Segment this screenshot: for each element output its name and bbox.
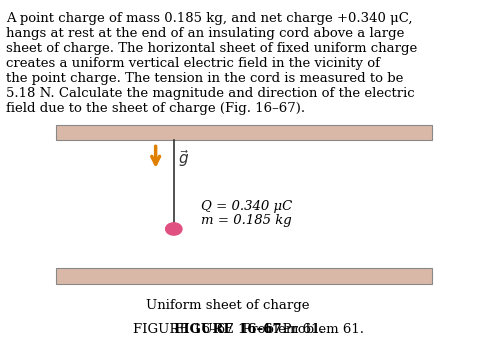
Text: FIGURE 16–67: FIGURE 16–67 (174, 323, 281, 336)
Text: m = 0.185 kg: m = 0.185 kg (201, 214, 292, 227)
Circle shape (165, 223, 182, 235)
FancyBboxPatch shape (56, 125, 433, 140)
Text: FIGURE 16–67  Problem 61.: FIGURE 16–67 Problem 61. (133, 323, 324, 336)
Text: A point charge of mass 0.185 kg, and net charge +0.340 μC,
hangs at rest at the : A point charge of mass 0.185 kg, and net… (6, 12, 417, 115)
Text: $\vec{g}$: $\vec{g}$ (178, 148, 190, 169)
Text: Uniform sheet of charge: Uniform sheet of charge (146, 299, 310, 313)
FancyBboxPatch shape (56, 268, 433, 284)
Text: Q = 0.340 μC: Q = 0.340 μC (201, 200, 292, 213)
Text: Problem 61.: Problem 61. (273, 323, 364, 336)
